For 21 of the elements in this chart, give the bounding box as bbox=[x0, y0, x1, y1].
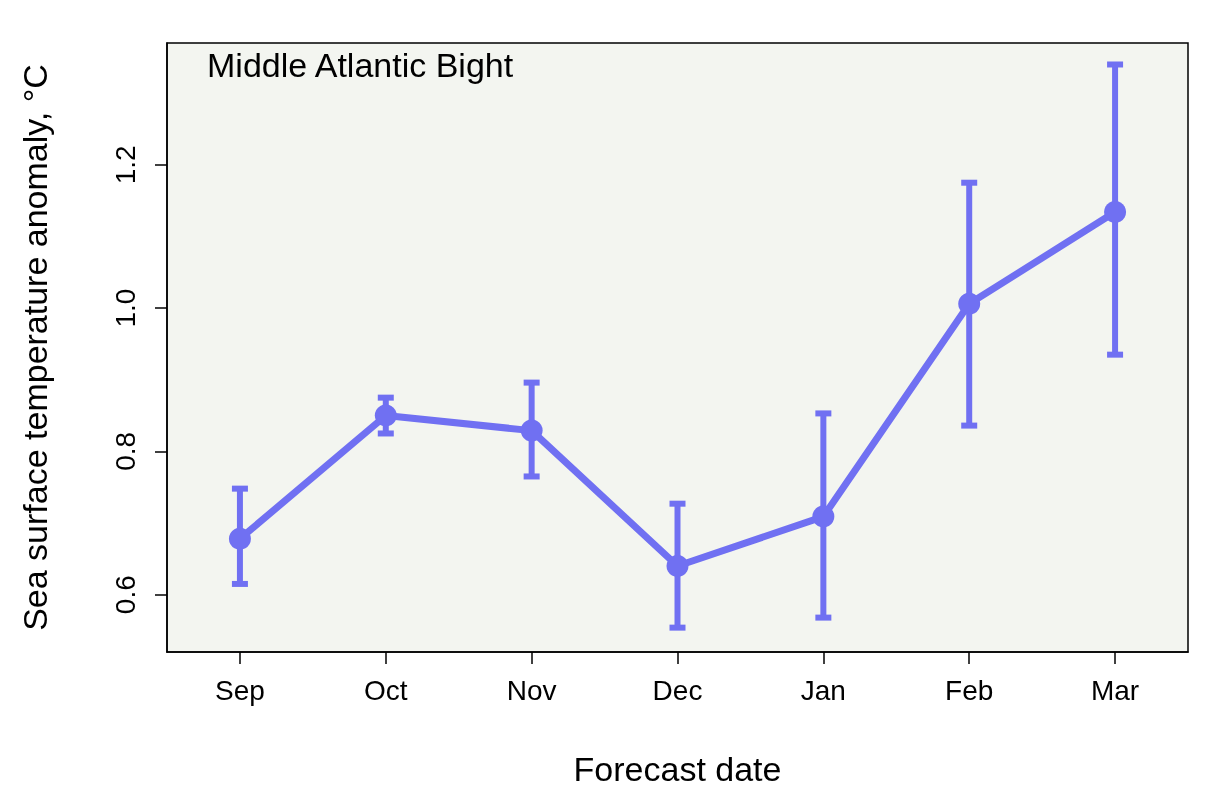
y-tick-label: 0.6 bbox=[109, 575, 141, 615]
annotation: Middle Atlantic Bight bbox=[207, 46, 514, 84]
point bbox=[958, 292, 981, 315]
x-tick-label: Sep bbox=[215, 674, 265, 706]
x-tick-label: Nov bbox=[506, 674, 557, 706]
point bbox=[666, 555, 689, 578]
x-axis-title: Forecast date bbox=[573, 750, 782, 788]
x-tick-label: Dec bbox=[652, 674, 703, 706]
y-axis-title: Sea surface temperature anomaly, °C bbox=[16, 64, 54, 631]
point bbox=[1104, 201, 1127, 224]
x-tick-label: Oct bbox=[364, 674, 408, 706]
point bbox=[520, 419, 543, 442]
point bbox=[812, 505, 835, 528]
point bbox=[228, 527, 251, 550]
y-tick-label: 1.2 bbox=[109, 145, 141, 185]
x-tick-label: Jan bbox=[800, 674, 846, 706]
y-tick-label: 0.8 bbox=[109, 431, 141, 471]
x-tick-label: Feb bbox=[945, 674, 994, 706]
x-tick-label: Mar bbox=[1090, 674, 1140, 706]
point bbox=[374, 404, 397, 427]
y-tick-label: 1.0 bbox=[109, 288, 141, 328]
